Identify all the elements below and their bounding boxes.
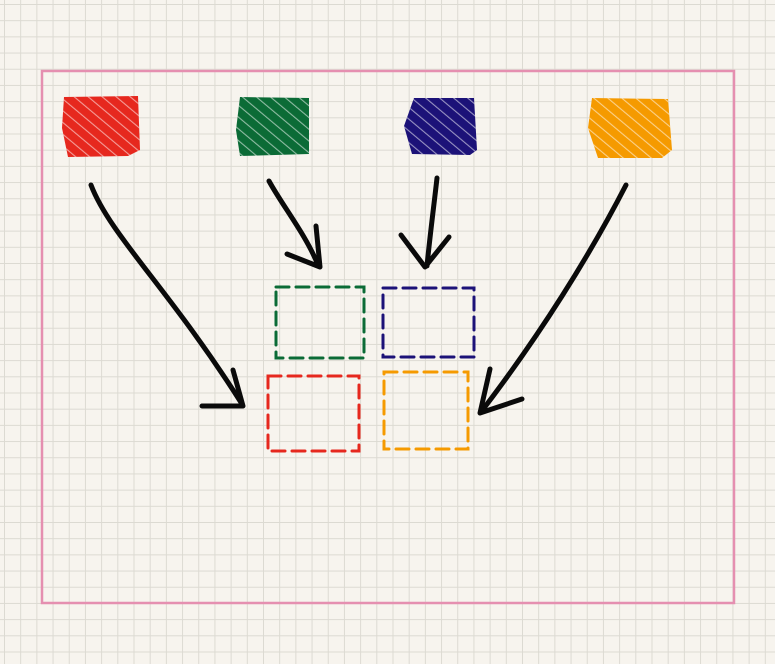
frame-border [40, 69, 736, 605]
source-block-red [62, 96, 140, 157]
arrow-orange-to-bottom-right [477, 182, 629, 416]
target-slot-bottom-left [266, 374, 361, 453]
target-slot-bottom-right [382, 370, 470, 451]
target-slot-top-right [381, 286, 476, 359]
source-block-green-hatch [236, 97, 309, 156]
source-block-orange-hatch [588, 98, 672, 158]
source-block-navy [404, 98, 477, 155]
arrow-green-to-top-left [266, 178, 323, 270]
source-block-green [236, 97, 309, 156]
source-block-orange [588, 98, 672, 158]
target-slot-top-left [274, 285, 366, 360]
source-block-red-hatch [62, 96, 140, 157]
arrow-navy-to-top-right [398, 175, 452, 270]
arrow-red-to-bottom-left [88, 182, 246, 409]
source-block-navy-hatch [404, 98, 477, 155]
